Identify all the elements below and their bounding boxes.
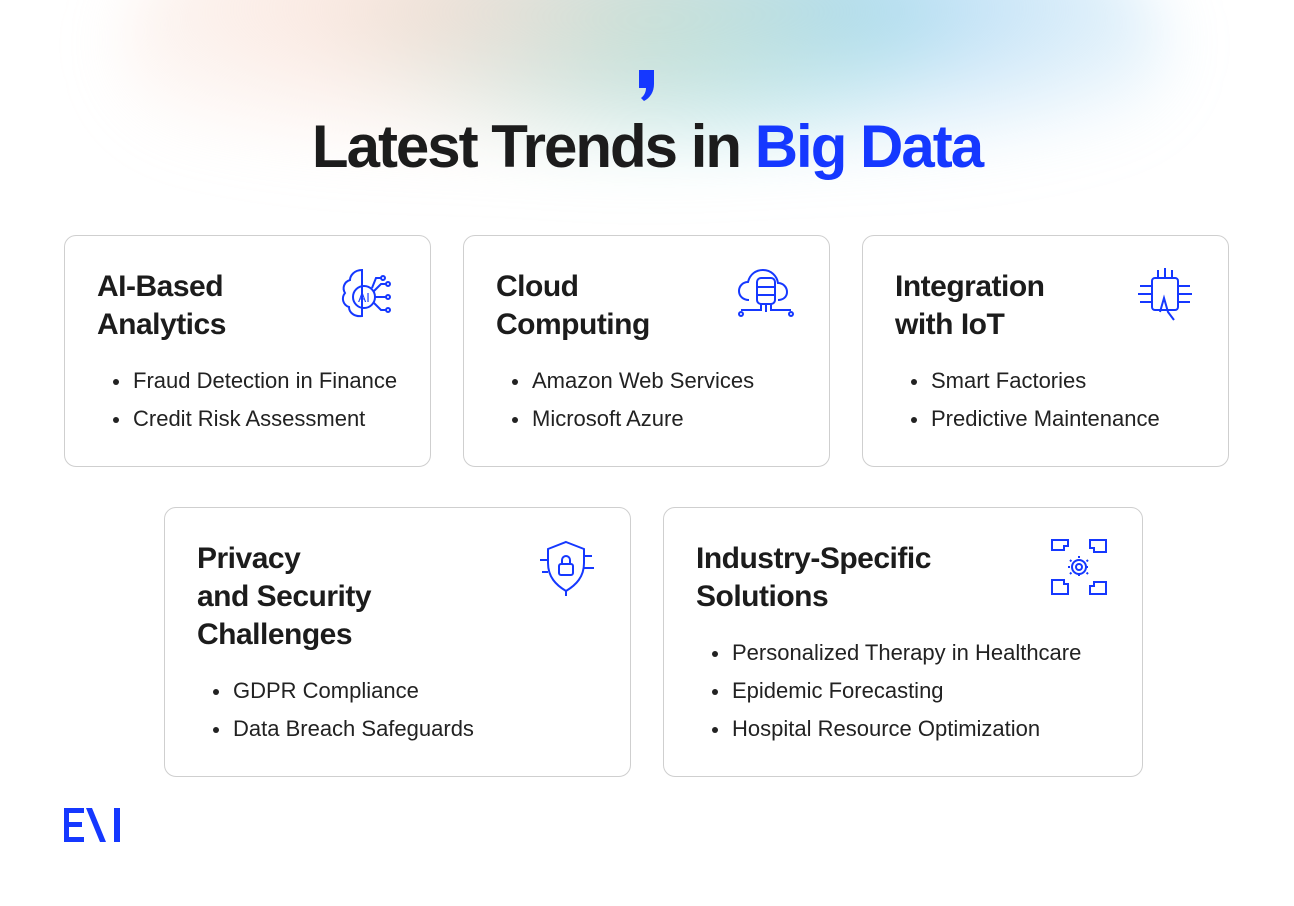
evi-logo <box>64 808 120 842</box>
list-item: Personalized Therapy in Healthcare <box>696 634 1142 672</box>
list-item: GDPR Compliance <box>197 672 630 710</box>
card-industry-solutions: Industry-Specific Solutions Personalized … <box>663 507 1143 777</box>
card-title: AI-Based Analytics <box>97 270 226 341</box>
card-privacy-security: Privacy and Security Challenges GDPR Compl… <box>164 507 631 777</box>
list-item: Fraud Detection in Finance <box>97 362 430 400</box>
card-ai-analytics: AI-Based Analytics AI Fraud Detection in … <box>64 235 431 467</box>
card-cloud-computing: Cloud Computing Amazon Web Services Micros… <box>463 235 830 467</box>
quote-comma-icon <box>639 70 654 101</box>
svg-text:AI: AI <box>358 291 370 305</box>
shield-lock-icon <box>540 540 594 596</box>
list-item: Hospital Resource Optimization <box>696 710 1142 748</box>
title-main: Latest Trends in <box>311 113 755 180</box>
list-item: Microsoft Azure <box>496 400 829 438</box>
list-item: Data Breach Safeguards <box>197 710 630 748</box>
list-item: Amazon Web Services <box>496 362 829 400</box>
list-item: Predictive Maintenance <box>895 400 1228 438</box>
list-item: Epidemic Forecasting <box>696 672 1142 710</box>
cloud-database-icon <box>737 268 794 317</box>
card-title: Integration with IoT <box>895 270 1045 341</box>
title-highlight: Big Data <box>754 113 984 180</box>
list-item: Smart Factories <box>895 362 1228 400</box>
card-title: Privacy and Security Challenges <box>197 542 372 651</box>
puzzle-gear-icon <box>1051 539 1107 595</box>
iot-chip-hand-icon <box>1138 268 1192 321</box>
ai-brain-icon: AI <box>341 268 391 318</box>
list-item: Credit Risk Assessment <box>97 400 430 438</box>
card-title: Cloud Computing <box>496 270 650 341</box>
card-iot: Integration with IoT Smart Factories Predi… <box>862 235 1229 467</box>
page-title: Latest Trends in Big Data <box>0 112 1294 181</box>
card-title: Industry-Specific Solutions <box>696 542 931 613</box>
